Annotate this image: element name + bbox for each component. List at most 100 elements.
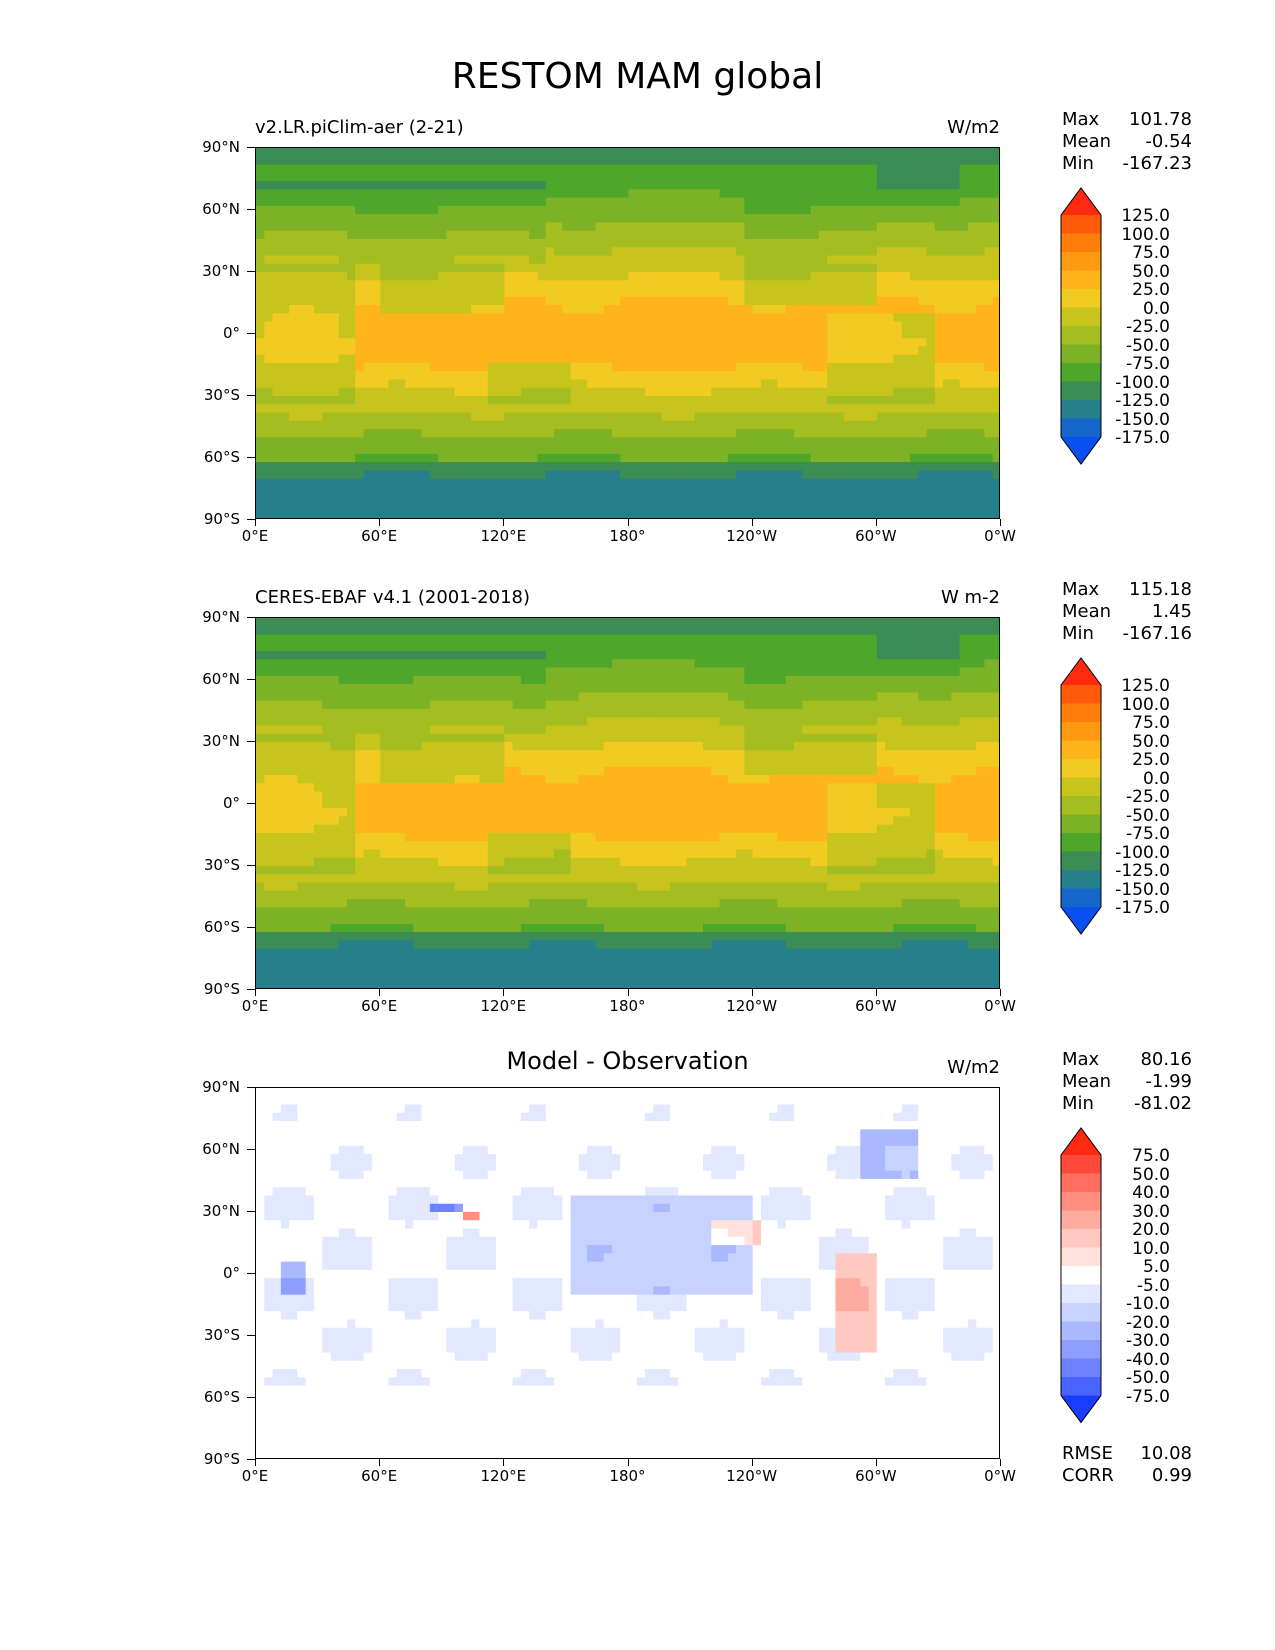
stat-label: Max — [1062, 109, 1100, 130]
colorbar-segment — [1061, 833, 1101, 852]
x-tick-label: 60°E — [361, 527, 398, 545]
x-tick-label: 180° — [609, 997, 646, 1015]
stat-min: -167.23 — [1122, 153, 1192, 174]
x-tick-label: 60°W — [855, 1467, 897, 1485]
x-tick — [751, 1459, 753, 1466]
x-tick — [875, 1459, 877, 1466]
colorbar-segment — [1061, 722, 1101, 741]
stat-label: Mean — [1062, 131, 1112, 152]
colorbar-label: -75.0 — [1126, 1386, 1170, 1407]
x-tick-label: 120°E — [480, 527, 527, 545]
stat-mean: -0.54 — [1145, 131, 1192, 152]
colorbar-segment — [1061, 870, 1101, 889]
y-tick-label: 90°S — [203, 1450, 240, 1468]
metric-rmse: 10.08 — [1140, 1443, 1192, 1464]
colorbar-segment — [1061, 344, 1101, 364]
stat-label: Mean — [1062, 1071, 1112, 1092]
y-tick — [247, 803, 255, 804]
colorbar-label: -50.0 — [1126, 1368, 1170, 1388]
colorbar-segment — [1061, 1192, 1101, 1211]
colorbar-segment — [1061, 437, 1101, 464]
x-tick-label: 120°E — [480, 997, 527, 1015]
colorbar-segment — [1061, 188, 1101, 215]
y-tick-label: 60°N — [202, 670, 240, 688]
x-tick-label: 0°W — [984, 1467, 1016, 1485]
x-tick-label: 0°E — [241, 997, 269, 1015]
colorbar-segment — [1061, 1128, 1101, 1155]
x-tick-label: 60°E — [361, 1467, 398, 1485]
stat-max: 115.18 — [1129, 579, 1192, 600]
colorbar-outline — [1060, 1127, 1102, 1424]
x-tick — [255, 1459, 256, 1466]
stat-max: 80.16 — [1140, 1049, 1192, 1070]
colorbar-label: -25.0 — [1126, 787, 1170, 807]
y-tick — [247, 1397, 255, 1398]
y-tick — [247, 519, 255, 520]
colorbar-segment — [1061, 759, 1101, 778]
panel-units: W/m2 — [947, 1057, 1000, 1078]
colorbar-segment — [1061, 270, 1101, 290]
colorbar-label: -100.0 — [1115, 842, 1170, 863]
x-tick-label: 120°W — [726, 527, 778, 545]
colorbar-segment — [1061, 851, 1101, 871]
colorbar-graphic — [1060, 1127, 1102, 1424]
y-tick — [247, 457, 255, 458]
x-tick-label: 60°E — [361, 997, 398, 1015]
colorbar-segment — [1061, 907, 1101, 934]
colorbar-segment — [1061, 1358, 1101, 1378]
colorbar-segment — [1061, 703, 1101, 723]
colorbar-outline — [1060, 187, 1102, 465]
metric-label: CORR — [1062, 1465, 1114, 1486]
panel-title: CERES-EBAF v4.1 (2001-2018) — [255, 587, 531, 608]
stats-box: Max 115.18 Mean 1.45 Min -167.16 — [1062, 579, 1192, 645]
y-tick-label: 90°N — [202, 138, 240, 156]
x-tick-label: 0°E — [241, 1467, 269, 1485]
colorbar-label: 20.0 — [1132, 1220, 1170, 1240]
stat-min: -81.02 — [1133, 1093, 1192, 1114]
y-tick-label: 60°S — [203, 918, 240, 936]
stat-label: Min — [1062, 623, 1094, 644]
x-tick — [503, 1459, 505, 1466]
colorbar-label: -40.0 — [1126, 1349, 1170, 1370]
x-tick-label: 120°E — [480, 1467, 527, 1485]
x-tick-label: 0°W — [984, 527, 1016, 545]
y-tick-label: 0° — [222, 1264, 240, 1282]
colorbar-label: 75.0 — [1132, 243, 1170, 263]
colorbar-label: -150.0 — [1115, 879, 1170, 900]
colorbar-segment — [1061, 381, 1101, 401]
colorbar-label: -100.0 — [1115, 372, 1170, 393]
x-tick — [503, 519, 505, 526]
colorbar-segment — [1061, 1377, 1101, 1396]
y-tick-label: 30°S — [203, 856, 240, 874]
x-tick — [875, 989, 877, 996]
metrics-box: RMSE 10.08 CORR 0.99 — [1062, 1443, 1192, 1487]
y-tick — [247, 927, 255, 928]
x-tick — [379, 989, 381, 996]
y-tick-label: 60°N — [202, 1140, 240, 1158]
colorbar-label: -50.0 — [1126, 805, 1170, 826]
x-tick-label: 180° — [609, 527, 646, 545]
colorbar-label: -50.0 — [1126, 335, 1170, 356]
colorbar-label: 5.0 — [1142, 1257, 1170, 1277]
field-cells — [256, 1088, 999, 1458]
x-tick — [627, 1459, 629, 1466]
panel-units: W/m2 — [947, 117, 1000, 138]
y-tick — [247, 741, 255, 742]
y-tick — [247, 617, 255, 618]
colorbar-segment — [1061, 685, 1101, 704]
panel-title: Model - Observation — [506, 1047, 749, 1075]
y-tick-label: 90°N — [202, 1078, 240, 1096]
x-tick — [255, 989, 256, 996]
stats-box: Max 80.16 Mean -1.99 Min -81.02 — [1062, 1049, 1192, 1115]
x-tick-label: 120°W — [726, 997, 778, 1015]
y-tick — [247, 1335, 255, 1336]
colorbar-label: 40.0 — [1132, 1183, 1170, 1203]
stat-label: Max — [1062, 579, 1100, 600]
colorbar-label: 50.0 — [1132, 731, 1170, 752]
x-tick-label: 0°E — [241, 527, 269, 545]
colorbar-segment — [1061, 740, 1101, 760]
y-tick — [247, 1211, 255, 1212]
colorbar-segment — [1061, 777, 1101, 797]
colorbar-label: -30.0 — [1126, 1331, 1170, 1351]
colorbar-label: 75.0 — [1132, 1146, 1170, 1166]
